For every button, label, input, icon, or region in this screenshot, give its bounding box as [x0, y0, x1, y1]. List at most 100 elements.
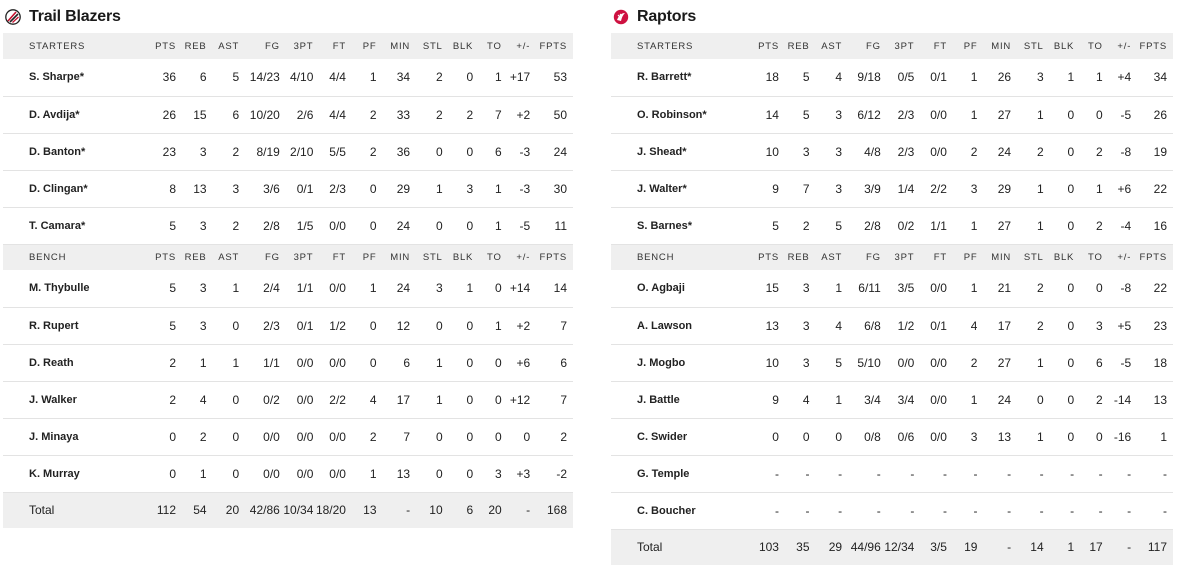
player-name-link[interactable]: J. Walter*: [611, 170, 749, 208]
column-header[interactable]: TO: [1074, 33, 1103, 59]
column-header[interactable]: BLK: [442, 33, 474, 59]
stat-cell: 4: [778, 381, 810, 419]
column-header[interactable]: TO: [1074, 244, 1103, 270]
column-header[interactable]: REB: [778, 33, 810, 59]
stat-cell: 26: [977, 59, 1012, 97]
stat-cell: 24: [376, 270, 411, 308]
column-header[interactable]: FT: [313, 33, 346, 59]
column-header[interactable]: BLK: [442, 244, 474, 270]
column-header[interactable]: FT: [914, 33, 947, 59]
column-header[interactable]: STL: [410, 33, 443, 59]
player-name-link[interactable]: M. Thybulle: [3, 270, 146, 308]
column-header[interactable]: AST: [809, 33, 843, 59]
stat-cell: 2: [946, 344, 978, 382]
column-header[interactable]: +/-: [501, 244, 531, 270]
column-header[interactable]: FG: [842, 33, 881, 59]
column-header[interactable]: MIN: [977, 33, 1012, 59]
player-name-link[interactable]: J. Walker: [3, 381, 146, 419]
column-header[interactable]: PTS: [748, 33, 779, 59]
stat-cell: 2: [1011, 270, 1044, 308]
stat-cell: 26: [145, 96, 177, 134]
column-header[interactable]: FG: [239, 244, 280, 270]
stat-cell: 4/10: [279, 59, 314, 97]
column-header[interactable]: AST: [206, 33, 240, 59]
player-name-link[interactable]: J. Mogbo: [611, 344, 749, 382]
column-header[interactable]: PTS: [748, 244, 779, 270]
column-header[interactable]: PTS: [145, 33, 177, 59]
column-header[interactable]: STL: [1011, 244, 1044, 270]
player-name-link[interactable]: S. Sharpe*: [3, 59, 146, 97]
player-name-link[interactable]: O. Robinson*: [611, 96, 749, 134]
column-header[interactable]: STL: [1011, 33, 1044, 59]
column-header[interactable]: PF: [946, 33, 978, 59]
player-name-link[interactable]: R. Rupert: [3, 307, 146, 345]
column-header[interactable]: 3PT: [880, 33, 915, 59]
column-header[interactable]: FT: [914, 244, 947, 270]
player-name-link[interactable]: A. Lawson: [611, 307, 749, 345]
column-header[interactable]: BLK: [1043, 244, 1075, 270]
column-header[interactable]: PF: [345, 244, 377, 270]
stat-cell: 2/10: [279, 133, 314, 171]
column-header[interactable]: REB: [176, 33, 207, 59]
stat-cell: 17: [1074, 529, 1103, 565]
column-header[interactable]: FG: [239, 33, 280, 59]
column-header[interactable]: AST: [809, 244, 843, 270]
stat-cell: +4: [1102, 59, 1132, 97]
stat-cell: 2: [410, 59, 443, 97]
column-header[interactable]: BLK: [1043, 33, 1075, 59]
section-header-row: STARTERS PTS REB AST FG 3PT FT PF MIN STL BLK TO +/-…: [611, 33, 1173, 59]
player-row: K. Murray 0 1 0 0/0 0/0 0/0 1 13 0 0 3 +3 -2: [3, 455, 573, 493]
player-name-link[interactable]: O. Agbaji: [611, 270, 749, 308]
column-header[interactable]: +/-: [1102, 244, 1132, 270]
player-name-link[interactable]: R. Barrett*: [611, 59, 749, 97]
column-header[interactable]: MIN: [376, 33, 411, 59]
stat-cell: 2/8: [239, 207, 280, 245]
player-name-link[interactable]: J. Battle: [611, 381, 749, 419]
column-header[interactable]: 3PT: [279, 244, 314, 270]
player-name-link[interactable]: K. Murray: [3, 455, 146, 493]
player-name-link[interactable]: J. Shead*: [611, 133, 749, 171]
column-header[interactable]: +/-: [501, 33, 531, 59]
column-header[interactable]: TO: [473, 33, 502, 59]
column-header[interactable]: AST: [206, 244, 240, 270]
column-header[interactable]: FPTS: [1131, 244, 1173, 270]
stat-cell: 2: [1074, 381, 1103, 419]
team-name[interactable]: Trail Blazers: [29, 7, 121, 25]
column-header[interactable]: MIN: [376, 244, 411, 270]
column-header[interactable]: REB: [778, 244, 810, 270]
column-header[interactable]: FPTS: [530, 33, 573, 59]
player-name-link[interactable]: D. Banton*: [3, 133, 146, 171]
player-name-link[interactable]: S. Barnes*: [611, 207, 749, 245]
column-header[interactable]: 3PT: [279, 33, 314, 59]
stat-cell: 1: [442, 270, 474, 308]
column-header[interactable]: PF: [345, 33, 377, 59]
column-header[interactable]: FG: [842, 244, 881, 270]
team-name[interactable]: Raptors: [637, 7, 697, 25]
player-name-link[interactable]: T. Camara*: [3, 207, 146, 245]
stat-cell: 3: [778, 344, 810, 382]
stat-cell: 0/0: [914, 133, 947, 171]
column-header[interactable]: REB: [176, 244, 207, 270]
player-name-link[interactable]: J. Minaya: [3, 418, 146, 456]
stat-cell: 0: [748, 418, 779, 456]
column-header[interactable]: +/-: [1102, 33, 1132, 59]
player-name-link[interactable]: D. Avdija*: [3, 96, 146, 134]
raptors-logo-icon: [613, 9, 629, 25]
stat-cell: 4/8: [842, 133, 881, 171]
column-header[interactable]: TO: [473, 244, 502, 270]
column-header[interactable]: PF: [946, 244, 978, 270]
column-header[interactable]: STL: [410, 244, 443, 270]
column-header[interactable]: PTS: [145, 244, 177, 270]
column-header[interactable]: MIN: [977, 244, 1012, 270]
column-header[interactable]: FPTS: [530, 244, 573, 270]
player-name-link[interactable]: D. Reath: [3, 344, 146, 382]
player-name-link[interactable]: C. Swider: [611, 418, 749, 456]
player-name-link[interactable]: D. Clingan*: [3, 170, 146, 208]
player-name-link[interactable]: C. Boucher: [611, 492, 749, 530]
column-header[interactable]: FPTS: [1131, 33, 1173, 59]
stat-cell: 0: [410, 307, 443, 345]
column-header[interactable]: 3PT: [880, 244, 915, 270]
column-header[interactable]: FT: [313, 244, 346, 270]
stat-cell: 0: [1043, 96, 1075, 134]
player-name-link[interactable]: G. Temple: [611, 455, 749, 493]
